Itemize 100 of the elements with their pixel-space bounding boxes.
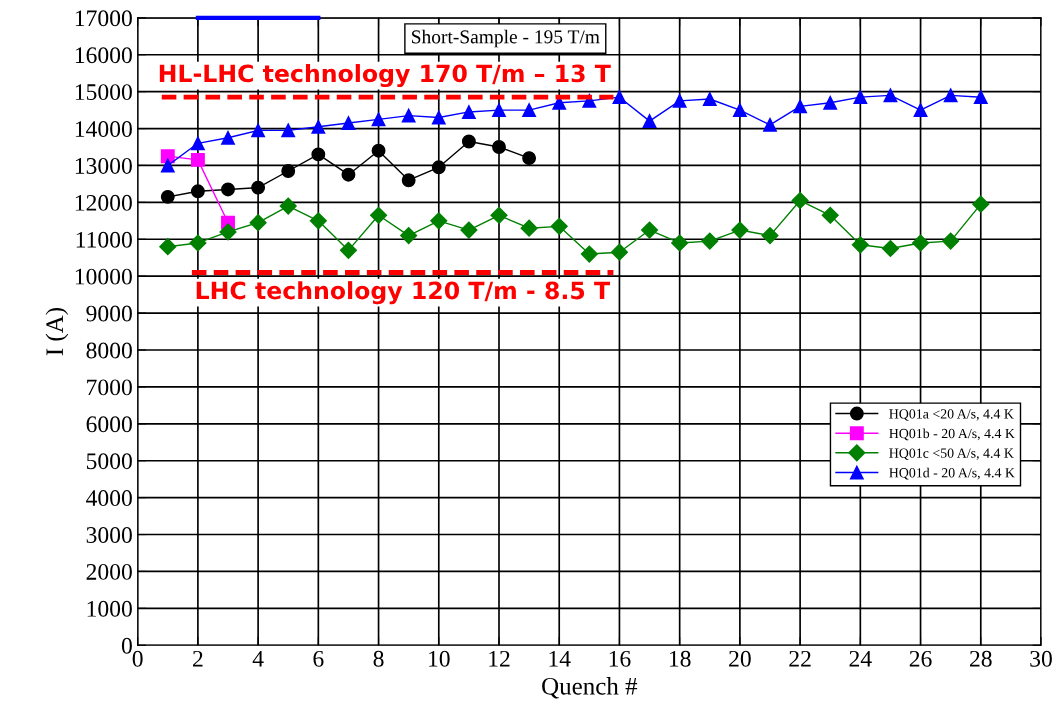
x-tick-label: 16 (609, 650, 631, 667)
point (281, 164, 296, 178)
point (249, 214, 267, 232)
point (160, 158, 175, 173)
x-tick-label: 26 (909, 650, 932, 667)
x-tick-label: 8 (373, 650, 384, 667)
point (190, 184, 205, 199)
point (311, 147, 326, 162)
y-tick-label: 14000 (75, 121, 132, 137)
point (701, 232, 719, 250)
x-tick-label: 6 (313, 650, 324, 667)
y-tick-label: 15000 (75, 84, 132, 101)
x-tick-label: 14 (549, 650, 571, 667)
y-tick-label: 16000 (75, 47, 132, 64)
x-tick-label: 28 (970, 650, 992, 667)
y-tick-label: 9000 (86, 305, 132, 322)
point (791, 191, 809, 210)
x-tick-label: 10 (429, 650, 450, 667)
point (401, 108, 416, 123)
point (461, 134, 476, 149)
point (761, 227, 779, 245)
point (339, 241, 357, 259)
point (371, 112, 386, 127)
point (883, 88, 898, 103)
x-tick-label: 0 (132, 650, 143, 667)
point (159, 238, 177, 256)
y-tick-label: 10000 (75, 268, 132, 285)
y-tick-label: 6000 (86, 416, 132, 433)
annotation: Short-Sample - 195 T/m (412, 29, 600, 48)
point (160, 189, 175, 204)
point (550, 217, 568, 235)
point (251, 123, 266, 138)
point (221, 182, 235, 197)
x-tick-label: 30 (1030, 650, 1052, 667)
y-tick-label: 13000 (75, 157, 132, 174)
point (853, 90, 868, 105)
point (400, 227, 418, 245)
point (973, 90, 988, 105)
point (219, 223, 237, 241)
legend-label: HQ01d - 20 A/s, 4.4 K (889, 467, 1015, 480)
point (610, 243, 628, 261)
point (943, 88, 958, 103)
point (823, 95, 838, 110)
point (461, 104, 476, 119)
x-tick-label: 2 (193, 650, 203, 667)
point (490, 206, 508, 224)
point (912, 234, 930, 252)
point (522, 103, 537, 118)
annotation: LHC technology 120 T/m - 8.5 T (196, 281, 610, 305)
y-axis-title: I (A) (45, 308, 69, 356)
y-tick-label: 11000 (76, 231, 132, 248)
point (702, 92, 717, 106)
point (793, 99, 808, 114)
y-tick-label: 2000 (86, 563, 132, 580)
y-tick-label: 8000 (86, 342, 132, 359)
y-tick-label: 0 (121, 637, 132, 654)
y-tick-label: 5000 (86, 453, 132, 470)
point (851, 236, 869, 254)
point (311, 119, 326, 134)
point (763, 117, 777, 132)
point (341, 167, 356, 182)
point (251, 180, 266, 195)
y-tick-label: 7000 (87, 379, 132, 396)
x-axis-title: Quench # (542, 677, 638, 699)
y-tick-label: 1000 (87, 600, 132, 617)
point (190, 152, 205, 167)
legend-label: HQ01a <20 A/s, 4.4 K (889, 409, 1014, 421)
point (189, 234, 207, 252)
point (492, 103, 506, 118)
point (190, 136, 205, 151)
point (431, 160, 446, 175)
point (460, 221, 478, 239)
point (731, 221, 749, 239)
point (913, 103, 928, 118)
point (309, 212, 327, 230)
point (279, 197, 297, 215)
x-tick-label: 22 (789, 650, 811, 667)
point (881, 239, 899, 258)
point (370, 206, 388, 224)
point (612, 90, 627, 105)
point (821, 206, 839, 224)
point (672, 93, 687, 108)
x-tick-label: 20 (729, 650, 751, 667)
point (281, 123, 296, 138)
point (972, 195, 990, 213)
point (401, 173, 416, 188)
point (522, 151, 537, 166)
point (671, 234, 689, 252)
y-tick-label: 4000 (86, 490, 132, 507)
point (492, 140, 506, 154)
point (371, 143, 386, 158)
point (520, 219, 538, 237)
x-tick-label: 18 (669, 650, 691, 667)
point (430, 212, 448, 230)
point (732, 103, 747, 118)
point (221, 130, 235, 145)
annotation: HL-LHC technology 170 T/m – 13 T (159, 64, 611, 88)
y-tick-label: 12000 (75, 194, 132, 211)
point (641, 221, 659, 239)
x-tick-label: 24 (849, 650, 872, 667)
